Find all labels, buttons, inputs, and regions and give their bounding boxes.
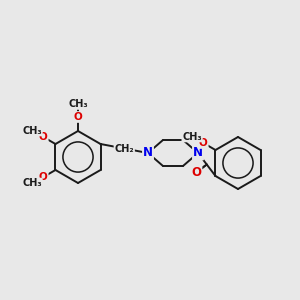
Text: N: N (193, 146, 203, 160)
Text: CH₃: CH₃ (182, 131, 202, 142)
Text: O: O (74, 112, 82, 122)
Text: CH₃: CH₃ (22, 178, 42, 188)
Text: O: O (39, 132, 48, 142)
Text: N: N (143, 146, 153, 160)
Text: CH₃: CH₃ (22, 125, 42, 136)
Text: CH₃: CH₃ (68, 99, 88, 109)
Text: O: O (199, 138, 208, 148)
Text: O: O (191, 166, 201, 179)
Text: O: O (39, 172, 48, 182)
Text: CH₂: CH₂ (114, 143, 134, 154)
